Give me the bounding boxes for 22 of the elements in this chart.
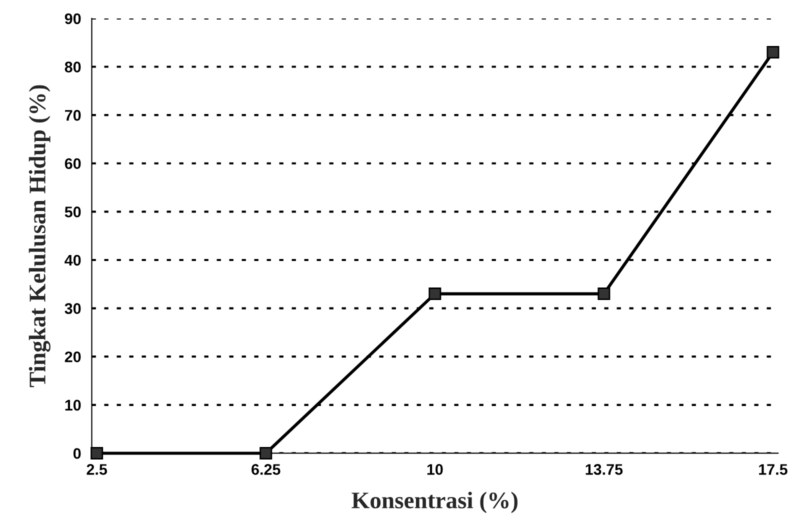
y-tick-label: 20 — [64, 351, 81, 362]
x-tick-label: 6.25 — [252, 464, 280, 475]
point — [428, 288, 442, 300]
x-tick-label: 13.75 — [586, 464, 623, 475]
point — [260, 446, 272, 460]
y-tick-label: 50 — [64, 206, 81, 218]
y-tick-label: 40 — [64, 254, 81, 266]
y-tick-label: 80 — [64, 62, 81, 72]
point — [766, 46, 780, 59]
y-tick-label: 90 — [64, 13, 81, 24]
x-axis-title: Konsentrasi (%) — [352, 492, 518, 514]
y-tick-label: 30 — [64, 303, 81, 314]
y-tick-label: 70 — [65, 110, 81, 121]
y-tick-label: 0 — [73, 448, 81, 459]
x-tick-label: 17.5 — [759, 464, 788, 475]
y-tick-label: 10 — [65, 400, 81, 411]
point — [598, 288, 610, 300]
y-tick-label: 60 — [64, 158, 81, 170]
y-axis-title: Tingkat Kelulusan Hidup (%) — [28, 85, 50, 388]
x-tick-label: 10 — [427, 464, 443, 475]
point — [90, 446, 104, 460]
x-tick-label: 2.5 — [86, 464, 108, 475]
